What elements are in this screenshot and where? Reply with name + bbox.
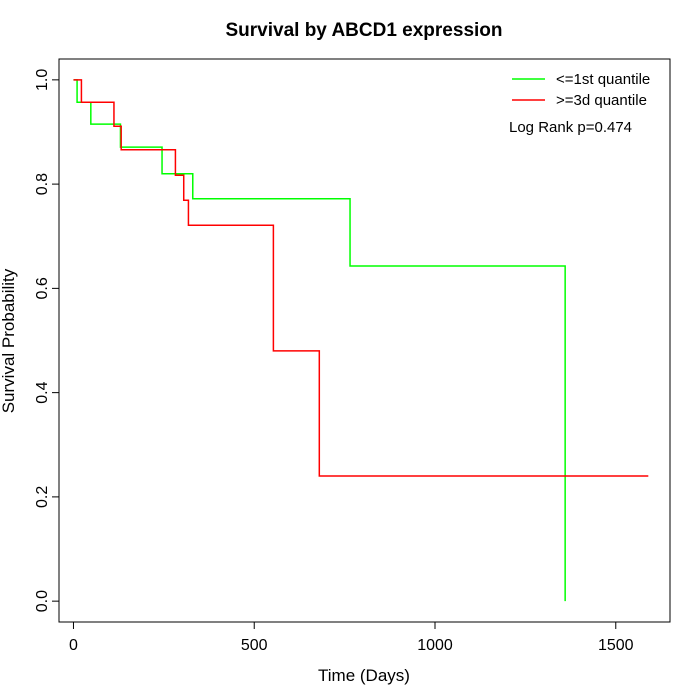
legend: <=1st quantile >=3d quantile	[512, 71, 650, 109]
x-axis-label: Time (Days)	[318, 666, 410, 685]
survival-curve-1	[73, 79, 566, 602]
chart-title: Survival by ABCD1 expression	[225, 20, 502, 41]
x-tick-label: 500	[241, 637, 268, 654]
y-axis: 0.0 0.2 0.4 0.6 0.8 1.0	[34, 69, 60, 612]
legend-label: <=1st quantile	[556, 71, 650, 88]
x-axis: 0 500 1000 1500	[69, 621, 634, 654]
legend-label: >=3d quantile	[556, 92, 647, 109]
series-layer	[73, 79, 649, 602]
y-tick-label: 0.8	[34, 173, 51, 195]
y-axis-label: Survival Probability	[0, 268, 18, 413]
survival-curve-2	[73, 79, 649, 477]
x-tick-label: 0	[69, 637, 78, 654]
x-tick-label: 1000	[417, 637, 453, 654]
x-tick-label: 1500	[598, 637, 634, 654]
y-tick-label: 0.4	[34, 381, 51, 403]
log-rank-annotation: Log Rank p=0.474	[509, 119, 632, 136]
y-tick-label: 0.0	[34, 590, 51, 612]
y-tick-label: 0.6	[34, 277, 51, 299]
plot-frame	[58, 58, 671, 623]
y-tick-label: 1.0	[34, 69, 51, 91]
y-tick-label: 0.2	[34, 486, 51, 508]
